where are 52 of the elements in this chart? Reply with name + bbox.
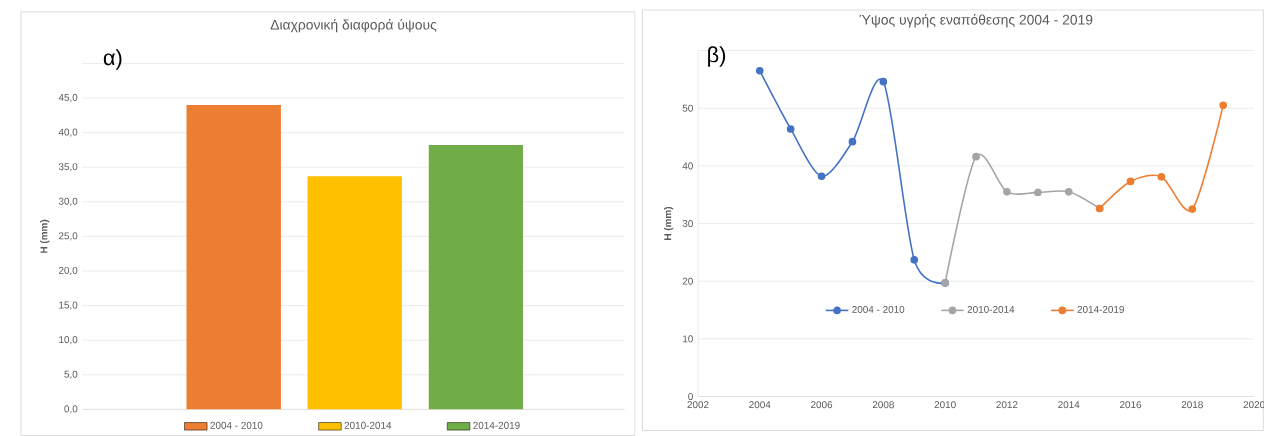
y-tick-label: 50 <box>682 104 693 112</box>
chart-title: Διαχρονική διαφορά ύψους <box>270 18 437 33</box>
x-tick-label: 2020 <box>1243 401 1264 409</box>
point <box>1219 101 1228 110</box>
y-tick-label: 30,0 <box>58 197 78 206</box>
y-tick-label: 25,0 <box>58 232 78 241</box>
chart-title: Ύψος υγρής εναπόθεσης 2004 - 2019 <box>859 13 1093 28</box>
point <box>910 255 919 264</box>
x-tick-label: 2014 <box>1058 401 1080 409</box>
y-axis-title: H (mm) <box>663 206 674 240</box>
y-tick-label: 10 <box>683 335 693 343</box>
legend-label: 2010-2014 <box>967 305 1015 313</box>
y-tick-label: 30 <box>682 219 693 227</box>
annotation: β) <box>708 46 726 67</box>
x-tick-label: 2004 <box>749 401 771 409</box>
point <box>879 77 888 86</box>
y-tick-label: 45,0 <box>58 93 78 103</box>
point <box>972 152 980 161</box>
y-axis-title: H (mm) <box>40 219 50 253</box>
annotation: α) <box>103 49 122 70</box>
legend-label: 2014-2019 <box>473 421 520 429</box>
point <box>817 172 826 181</box>
x-tick-label: 2016 <box>1119 401 1142 409</box>
point <box>1188 205 1197 213</box>
y-tick-label: 5,0 <box>64 370 78 379</box>
x-tick-label: 2018 <box>1181 401 1203 409</box>
point <box>1003 187 1011 196</box>
legend-label: 2010-2014 <box>344 421 392 429</box>
y-tick-label: 10,0 <box>59 336 78 345</box>
point <box>848 137 857 146</box>
x-tick-label: 2006 <box>811 401 833 409</box>
legend-label: 2004 - 2010 <box>210 421 263 429</box>
x-tick-label: 2008 <box>872 401 894 409</box>
y-tick-label: 20,0 <box>58 266 78 276</box>
point <box>786 125 795 133</box>
y-tick-label: 20 <box>682 277 693 285</box>
legend-label: 2014-2019 <box>1077 305 1124 313</box>
x-tick-label: 2010 <box>934 401 956 409</box>
y-tick-label: 40,0 <box>58 128 78 137</box>
y-tick-label: 15,0 <box>59 301 78 310</box>
point <box>1033 188 1042 197</box>
x-tick-label: 2002 <box>687 401 709 409</box>
y-tick-label: 0 <box>688 392 693 400</box>
x-tick-label: 2012 <box>996 401 1018 409</box>
point <box>1157 172 1166 181</box>
y-tick-label: 40 <box>682 162 693 170</box>
legend-label: 2004 - 2010 <box>852 305 905 313</box>
point <box>755 66 764 75</box>
y-tick-label: 35,0 <box>58 163 78 172</box>
point <box>1126 177 1135 186</box>
point <box>1064 187 1073 196</box>
y-tick-label: 0,0 <box>64 405 78 414</box>
